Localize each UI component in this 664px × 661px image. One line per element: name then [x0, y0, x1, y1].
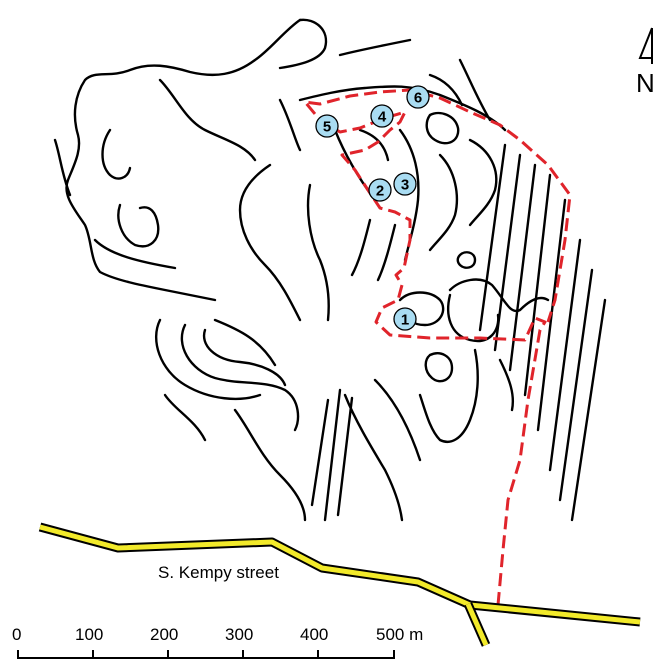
street: S. Kempy street [38, 522, 641, 647]
site-marker-3-label: 3 [401, 177, 409, 194]
site-marker-5-label: 5 [323, 119, 331, 136]
site-marker-4-label: 4 [378, 109, 387, 126]
north-arrow: N [636, 27, 655, 98]
site-marker-4-circle [370, 104, 394, 128]
street-branch-fill [465, 602, 489, 647]
street-label: S. Kempy street [158, 563, 279, 582]
walking-route [303, 88, 572, 606]
site-marker-6-label: 6 [414, 90, 422, 107]
site-marker-2-label: 2 [376, 183, 384, 200]
scale-label-200: 200 [150, 625, 178, 644]
site-marker-2-circle [368, 178, 392, 202]
site-marker-1-circle [393, 307, 417, 331]
street-road [38, 522, 641, 627]
scale-label-400: 400 [300, 625, 328, 644]
site-marker-6-circle [406, 85, 430, 109]
north-arrow-letter: N [636, 68, 655, 98]
north-arrow-icon [638, 27, 653, 64]
site-markers: 1 2 3 4 5 6 [315, 85, 430, 331]
scale-bar: 0 100 200 300 400 500 m [12, 625, 423, 659]
site-marker-6: 6 [406, 85, 430, 109]
escarpment-hachures [53, 18, 550, 522]
terrace-hachures [310, 143, 607, 522]
scale-label-100: 100 [75, 625, 103, 644]
site-marker-3: 3 [393, 172, 417, 196]
site-marker-4: 4 [370, 104, 394, 128]
scale-label-300: 300 [225, 625, 253, 644]
site-marker-5-circle [315, 114, 339, 138]
site-marker-1-label: 1 [401, 312, 409, 329]
scale-label-0: 0 [12, 625, 21, 644]
site-marker-2: 2 [368, 178, 392, 202]
scale-label-500: 500 m [376, 625, 423, 644]
site-marker-1: 1 [393, 307, 417, 331]
site-marker-5: 5 [315, 114, 339, 138]
site-marker-3-circle [393, 172, 417, 196]
